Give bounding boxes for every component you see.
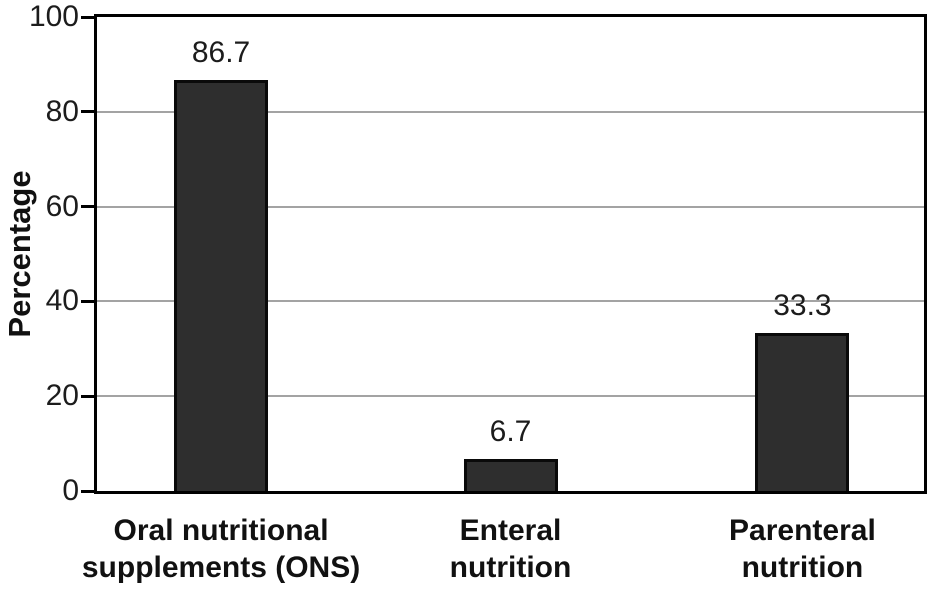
y-tick-label-60: 60 xyxy=(45,189,79,223)
y-axis-tick-60 xyxy=(81,205,94,209)
gridline-40 xyxy=(97,300,924,303)
bar-3 xyxy=(755,333,850,491)
y-axis-tick-100 xyxy=(81,15,94,19)
y-tick-label-0: 0 xyxy=(62,474,79,507)
gridline-20 xyxy=(97,395,924,398)
plot-area: 86.7 6.7 33.3 xyxy=(81,14,927,494)
category-label-1: Oral nutritional supplements (ONS) xyxy=(81,514,361,584)
bar-2 xyxy=(463,459,558,491)
category-label-2: Enteral nutrition xyxy=(449,514,572,584)
y-tick-label-20: 20 xyxy=(45,379,79,413)
category-label-3: Parenteral nutrition xyxy=(729,514,876,584)
y-tick-label-100: 100 xyxy=(28,0,79,33)
y-tick-label-80: 80 xyxy=(45,94,79,128)
y-tick-label-40: 40 xyxy=(45,284,79,318)
y-axis-tick-80 xyxy=(81,110,94,114)
value-label-3: 33.3 xyxy=(773,289,832,323)
y-axis-tick-0 xyxy=(81,489,94,493)
bar-1 xyxy=(174,80,269,491)
y-axis-tick-40 xyxy=(81,299,94,303)
value-label-1: 86.7 xyxy=(191,36,251,70)
y-axis-tick-20 xyxy=(81,394,94,398)
gridline-80 xyxy=(97,110,924,113)
value-label-2: 6.7 xyxy=(489,415,532,449)
gridline-60 xyxy=(97,205,924,208)
